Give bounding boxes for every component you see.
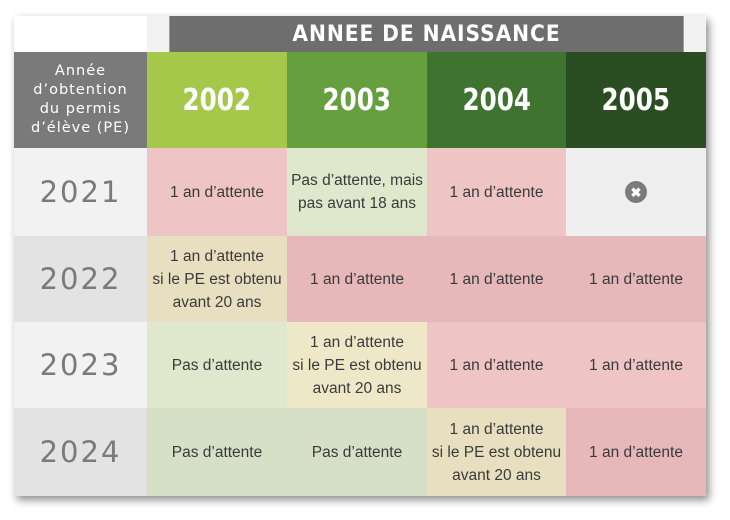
permit-year-2021: 2021 bbox=[14, 148, 147, 236]
waiting-text: 1 an d’attente bbox=[449, 183, 544, 201]
waiting-text: Pas d’attente bbox=[171, 356, 263, 374]
waiting-text: 1 an d’attente bbox=[310, 270, 404, 288]
birth-year-header-2003: 2003 bbox=[287, 52, 427, 148]
waiting-text: 1 an d’attente si le PE est obtenu avant… bbox=[431, 420, 562, 484]
waiting-text: 1 an d’attente bbox=[589, 443, 683, 461]
birth-year-banner: ANNEE DE NAISSANCE bbox=[169, 16, 684, 52]
permit-year-2024: 2024 bbox=[14, 408, 147, 496]
waiting-cell: 1 an d’attente bbox=[427, 236, 566, 322]
birth-year-header-2004: 2004 bbox=[427, 52, 566, 148]
waiting-cell: Pas d’attente bbox=[147, 322, 287, 408]
waiting-text: 1 an d’attente bbox=[449, 356, 544, 374]
close-icon: ✖ bbox=[625, 181, 647, 203]
waiting-text: 1 an d’attente si le PE est obtenu avant… bbox=[152, 247, 282, 311]
waiting-cell: 1 an d’attente bbox=[427, 322, 566, 408]
waiting-cell: 1 an d’attente si le PE est obtenu avant… bbox=[287, 322, 427, 408]
waiting-text: 1 an d’attente bbox=[589, 356, 683, 374]
waiting-cell: 1 an d’attente si le PE est obtenu avant… bbox=[147, 236, 287, 322]
birth-year-label: 2003 bbox=[322, 82, 392, 118]
row-header-line: du permis bbox=[39, 101, 122, 117]
birth-year-label: 2005 bbox=[601, 82, 671, 118]
waiting-cell: 1 an d’attente bbox=[566, 322, 706, 408]
row-header-label: Année d’obtention du permis d’élève (PE) bbox=[14, 52, 147, 148]
row-header-line: d’obtention bbox=[33, 82, 128, 98]
waiting-cell: 1 an d’attente bbox=[566, 236, 706, 322]
birth-year-label: 2004 bbox=[462, 82, 531, 118]
waiting-cell: 1 an d’attente bbox=[566, 408, 706, 496]
corner-blank bbox=[14, 16, 147, 52]
row-header-line: d’élève (PE) bbox=[30, 120, 130, 136]
waiting-cell: 1 an d’attente bbox=[427, 148, 566, 236]
waiting-text: Pas d’attente bbox=[311, 443, 403, 461]
waiting-cell: Pas d’attente bbox=[147, 408, 287, 496]
row-header-line: Année bbox=[54, 63, 107, 79]
waiting-cell: 1 an d’attente si le PE est obtenu avant… bbox=[427, 408, 566, 496]
waiting-text: 1 an d’attente si le PE est obtenu avant… bbox=[292, 333, 422, 397]
waiting-cell: Pas d’attente bbox=[287, 408, 427, 496]
waiting-cell: Pas d’attente, mais pas avant 18 ans bbox=[287, 148, 427, 236]
waiting-text: 1 an d’attente bbox=[449, 270, 544, 288]
waiting-text: Pas d’attente, mais pas avant 18 ans bbox=[291, 172, 423, 212]
waiting-text: Pas d’attente bbox=[171, 443, 263, 461]
waiting-cell: 1 an d’attente bbox=[287, 236, 427, 322]
waiting-cell: ✖ bbox=[566, 148, 706, 236]
waiting-text: 1 an d’attente bbox=[589, 270, 683, 288]
permit-year-2022: 2022 bbox=[14, 236, 147, 322]
birth-year-label: 2002 bbox=[182, 82, 252, 118]
permit-year-2023: 2023 bbox=[14, 322, 147, 408]
waiting-text: 1 an d’attente bbox=[170, 183, 264, 201]
birth-year-header-2002: 2002 bbox=[147, 52, 287, 148]
waiting-cell: 1 an d’attente bbox=[147, 148, 287, 236]
birth-year-header-2005: 2005 bbox=[566, 52, 706, 148]
